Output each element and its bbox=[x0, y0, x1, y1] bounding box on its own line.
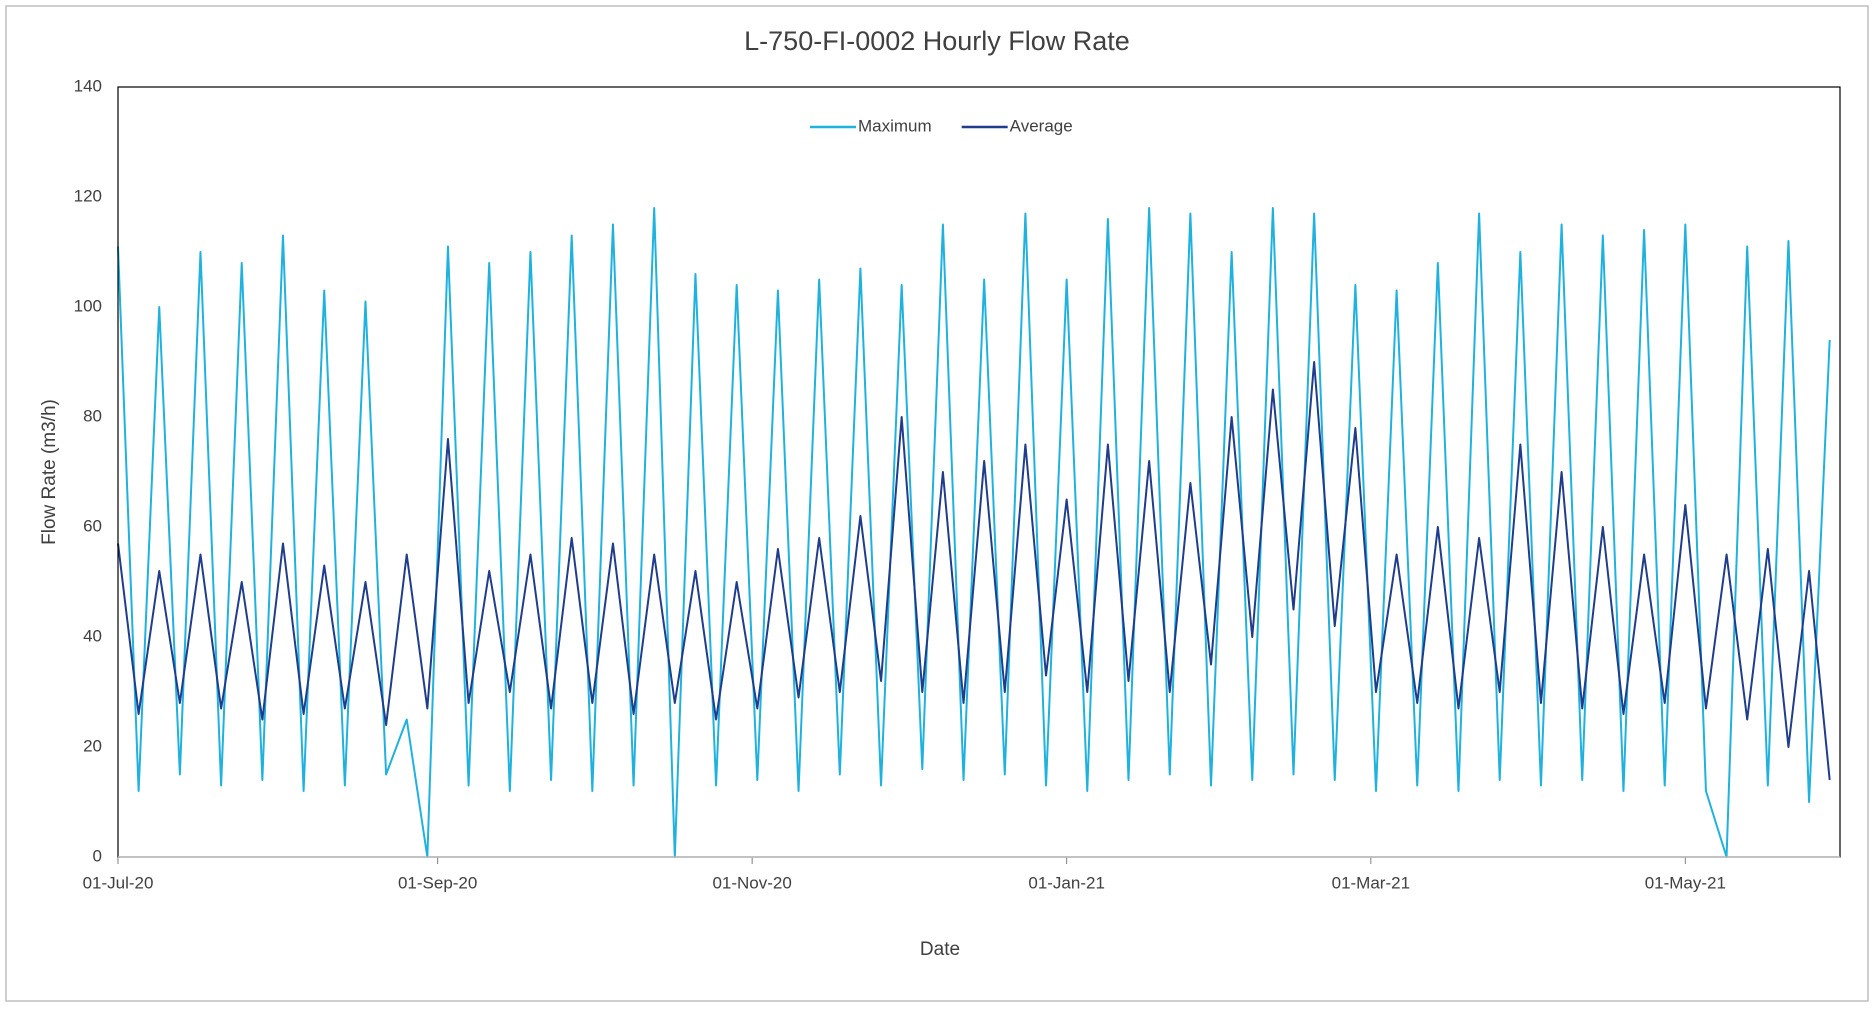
y-tick-label: 20 bbox=[83, 736, 102, 755]
y-tick-label: 120 bbox=[74, 186, 102, 205]
series-line bbox=[117, 207, 1831, 858]
x-tick-label: 01-Jan-21 bbox=[1028, 873, 1105, 892]
x-tick-label: 01-Sep-20 bbox=[398, 873, 477, 892]
y-tick-label: 60 bbox=[83, 516, 102, 535]
x-tick-label: 01-Mar-21 bbox=[1332, 873, 1410, 892]
y-tick-label: 40 bbox=[83, 626, 102, 645]
x-tick-label: 01-May-21 bbox=[1645, 873, 1726, 892]
x-tick-label: 01-Nov-20 bbox=[712, 873, 791, 892]
y-tick-label: 80 bbox=[83, 406, 102, 425]
x-tick-label: 01-Jul-20 bbox=[83, 873, 154, 892]
legend-label: Average bbox=[1010, 116, 1073, 135]
legend-label: Maximum bbox=[858, 116, 932, 135]
x-axis-label: Date bbox=[920, 939, 960, 960]
y-tick-label: 100 bbox=[74, 296, 102, 315]
chart-frame bbox=[5, 5, 1869, 1002]
series-line bbox=[117, 361, 1831, 781]
chart-title: L-750-FI-0002 Hourly Flow Rate bbox=[744, 26, 1130, 56]
y-tick-label: 0 bbox=[93, 846, 102, 865]
y-tick-label: 140 bbox=[74, 76, 102, 95]
y-axis-label: Flow Rate (m3/h) bbox=[39, 399, 60, 545]
